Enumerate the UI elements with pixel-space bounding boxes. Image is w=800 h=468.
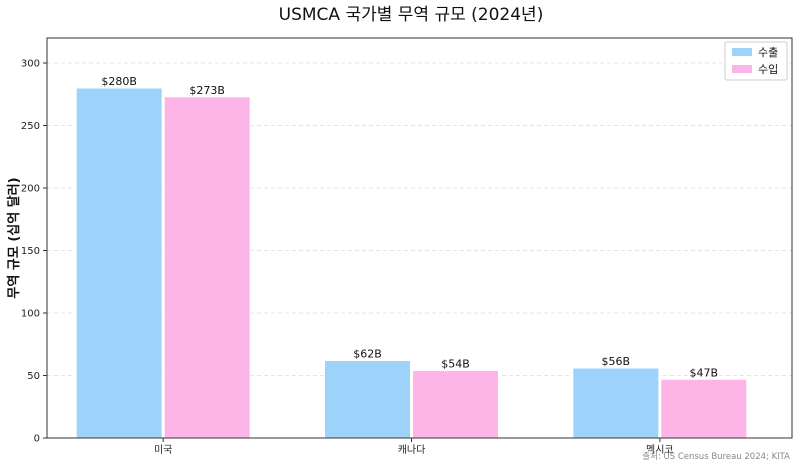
- bar-import-mexico: [660, 378, 748, 439]
- legend-label-import: 수입: [758, 63, 778, 76]
- legend-label-export: 수출: [758, 46, 778, 59]
- y-tick-label-3: 150: [21, 246, 40, 257]
- data-label-import-us: $273B: [189, 84, 225, 97]
- data-label-export-mexico: $56B: [602, 355, 631, 368]
- source-note: 출처: US Census Bureau 2024; KITA: [642, 451, 790, 462]
- y-tick-label-4: 200: [21, 184, 40, 195]
- bar-export-mexico: [572, 367, 660, 439]
- legend: 수출 수입: [724, 41, 788, 81]
- data-label-export-us: $280B: [101, 75, 137, 88]
- data-label-export-canada: $62B: [353, 348, 382, 361]
- y-tick-label-6: 300: [21, 59, 40, 70]
- y-tick-label-5: 250: [21, 121, 40, 132]
- x-axis: 미국 캐나다 멕시코: [154, 438, 674, 456]
- legend-swatch-import: [732, 65, 752, 73]
- y-axis-label: 무역 규모 (십억 달러): [6, 177, 22, 298]
- y-tick-label-0: 0: [34, 434, 40, 445]
- x-tick-label-us: 미국: [154, 444, 172, 456]
- bar-export-us: [75, 87, 163, 439]
- data-labels: $280B $273B $62B $54B $56B $47B: [101, 75, 718, 379]
- legend-swatch-export: [732, 48, 752, 56]
- chart-title: USMCA 국가별 무역 규모 (2024년): [279, 5, 544, 25]
- y-tick-label-1: 50: [27, 371, 40, 382]
- x-tick-label-mexico: 멕시코: [646, 444, 674, 456]
- plot-frame: [46, 37, 793, 439]
- x-tick-label-canada: 캐나다: [398, 444, 426, 456]
- y-tick-label-2: 100: [21, 309, 40, 320]
- y-axis: 0 50 100 150 200 250 300: [21, 59, 47, 445]
- data-label-import-mexico: $47B: [690, 366, 719, 379]
- bar-export-canada: [324, 360, 411, 439]
- bar-import-canada: [412, 370, 499, 439]
- bars: [75, 87, 748, 439]
- bar-import-us: [163, 96, 251, 439]
- data-label-import-canada: $54B: [441, 358, 470, 371]
